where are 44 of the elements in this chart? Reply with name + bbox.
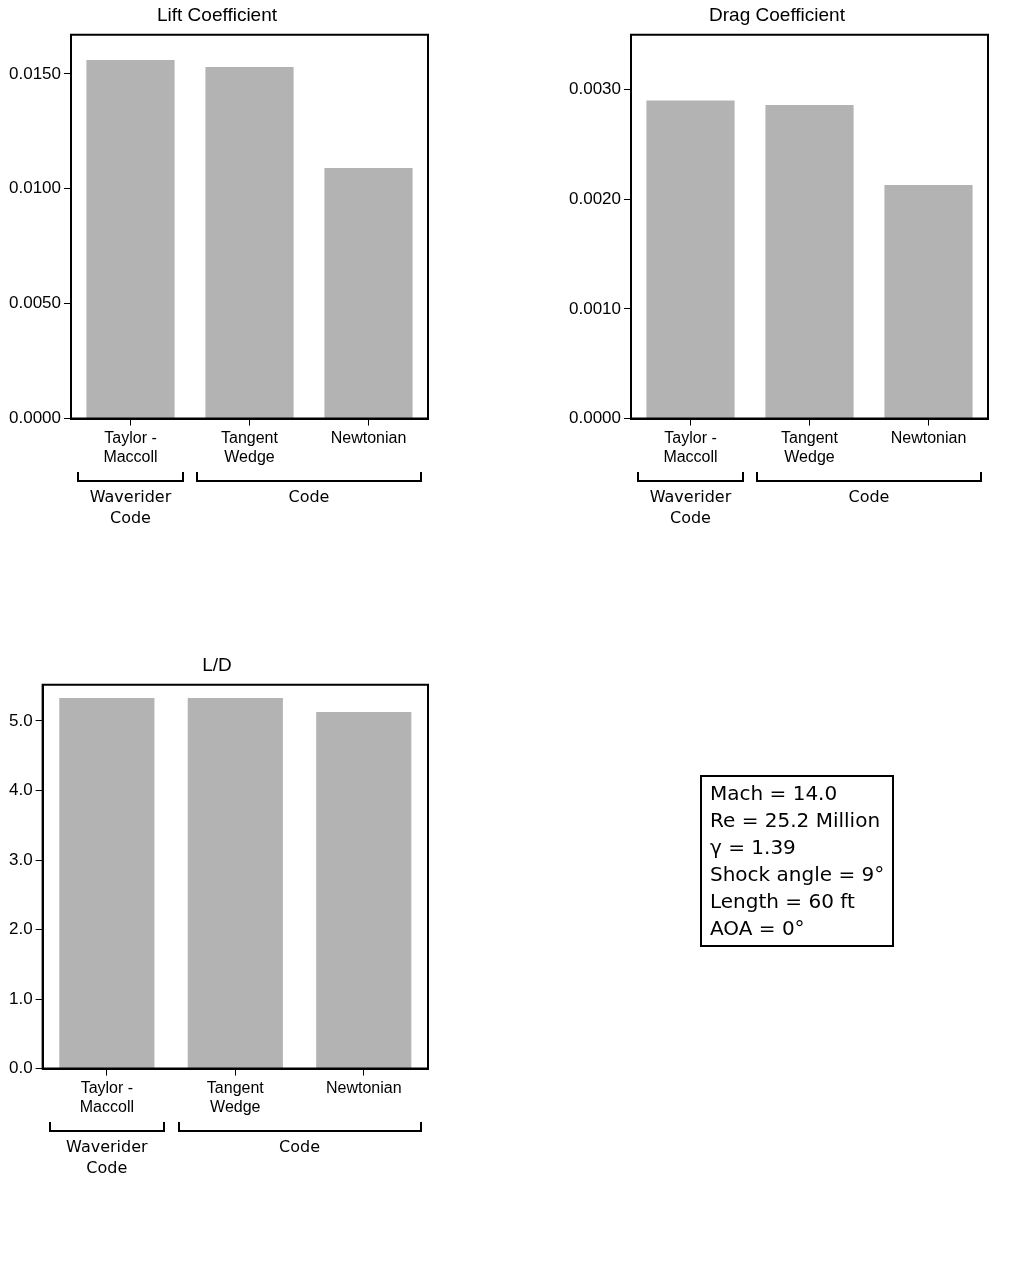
text: Re = 25.2 Million <box>710 807 882 834</box>
x-tick-label: Tangent Wedge <box>206 1078 265 1115</box>
bar <box>205 66 294 419</box>
chart-title: Drag Coefficient <box>709 3 846 25</box>
bar <box>324 168 413 419</box>
text: Mach = 14.0 <box>710 780 839 807</box>
y-tick-label: 0.0010 <box>569 298 621 318</box>
text: Shock angle = 9° <box>710 861 885 888</box>
y-tick-label: 0.0000 <box>9 408 61 428</box>
text: Waverider Code <box>648 486 733 528</box>
y-tick-label: 0.0020 <box>569 188 621 208</box>
text: γ = 1.39 <box>710 834 797 861</box>
x-tick-label: Newtonian <box>330 428 407 446</box>
x-tick-label: Newtonian <box>890 428 967 446</box>
text: Code <box>278 1136 321 1157</box>
text: Waverider Code <box>88 486 173 528</box>
bar <box>884 185 973 419</box>
y-tick-label: 0.0100 <box>9 178 61 198</box>
chart-title: L/D <box>202 653 232 675</box>
x-tick-label: Taylor - Maccoll <box>663 428 718 465</box>
y-tick-label: 0.0050 <box>9 293 61 313</box>
y-tick-label: 0.0030 <box>569 79 621 99</box>
x-tick-label: Newtonian <box>325 1078 402 1096</box>
text: Code <box>287 486 331 507</box>
y-tick-label: 2.0 <box>8 919 33 939</box>
x-tick-label: Tangent Wedge <box>221 428 279 465</box>
chart-title: Lift Coefficient <box>156 3 278 25</box>
text: Waverider Code <box>65 1136 149 1178</box>
y-tick-label: 3.0 <box>8 849 33 869</box>
bar <box>86 60 175 419</box>
y-tick-label: 0.0000 <box>569 408 621 428</box>
y-tick-label: 4.0 <box>8 780 33 800</box>
bar <box>646 100 735 419</box>
x-tick-label: Taylor - Maccoll <box>79 1078 134 1115</box>
y-tick-label: 5.0 <box>8 710 33 730</box>
text: Length = 60 ft <box>710 888 856 915</box>
y-tick-label: 1.0 <box>8 988 33 1008</box>
text: Code <box>847 486 891 507</box>
y-tick-label: 0.0150 <box>9 63 61 83</box>
x-tick-label: Taylor - Maccoll <box>103 428 158 465</box>
x-tick-label: Tangent Wedge <box>781 428 839 465</box>
text: AOA = 0° <box>710 915 806 942</box>
y-tick-label: 0.0 <box>8 1058 33 1078</box>
bar <box>765 104 854 419</box>
